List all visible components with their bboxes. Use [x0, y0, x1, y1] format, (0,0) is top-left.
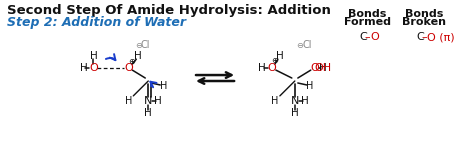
Text: ⊕: ⊕ — [128, 57, 135, 66]
Text: Formed: Formed — [344, 17, 391, 27]
Text: H: H — [155, 96, 162, 106]
Text: N: N — [291, 96, 299, 106]
Text: H: H — [90, 51, 97, 61]
Text: O: O — [310, 63, 319, 73]
Text: C: C — [360, 32, 367, 42]
Text: O: O — [124, 63, 133, 73]
Text: ⊖: ⊖ — [296, 41, 303, 50]
Text: H: H — [301, 96, 309, 106]
Text: Bonds: Bonds — [348, 9, 387, 19]
Text: O (π): O (π) — [428, 32, 455, 42]
Text: H: H — [319, 63, 327, 73]
Text: H: H — [145, 108, 152, 118]
Text: –: – — [421, 32, 427, 42]
Text: Cl: Cl — [302, 40, 311, 50]
Text: H: H — [160, 81, 167, 91]
Text: H: H — [291, 108, 299, 118]
Text: C: C — [417, 32, 424, 42]
Text: H: H — [258, 63, 266, 73]
Text: Step 2: Addition of Water: Step 2: Addition of Water — [7, 16, 186, 29]
Text: H: H — [125, 96, 132, 106]
Text: Cl: Cl — [140, 40, 150, 50]
Text: H: H — [271, 96, 279, 106]
Text: O: O — [371, 32, 379, 42]
Text: H: H — [135, 51, 142, 61]
Text: OH: OH — [315, 63, 332, 73]
Text: Bonds: Bonds — [405, 9, 444, 19]
Text: H: H — [276, 51, 284, 61]
Text: Broken: Broken — [402, 17, 447, 27]
Text: –: – — [365, 32, 370, 42]
Text: ⊕: ⊕ — [272, 56, 278, 65]
Text: O: O — [89, 63, 98, 73]
Text: H: H — [80, 63, 87, 73]
Text: H: H — [306, 81, 313, 91]
Text: O: O — [267, 63, 276, 73]
Text: N: N — [144, 96, 153, 106]
Text: ⊖: ⊖ — [135, 41, 142, 50]
Text: Second Step Of Amide Hydrolysis: Addition: Second Step Of Amide Hydrolysis: Additio… — [7, 4, 330, 17]
